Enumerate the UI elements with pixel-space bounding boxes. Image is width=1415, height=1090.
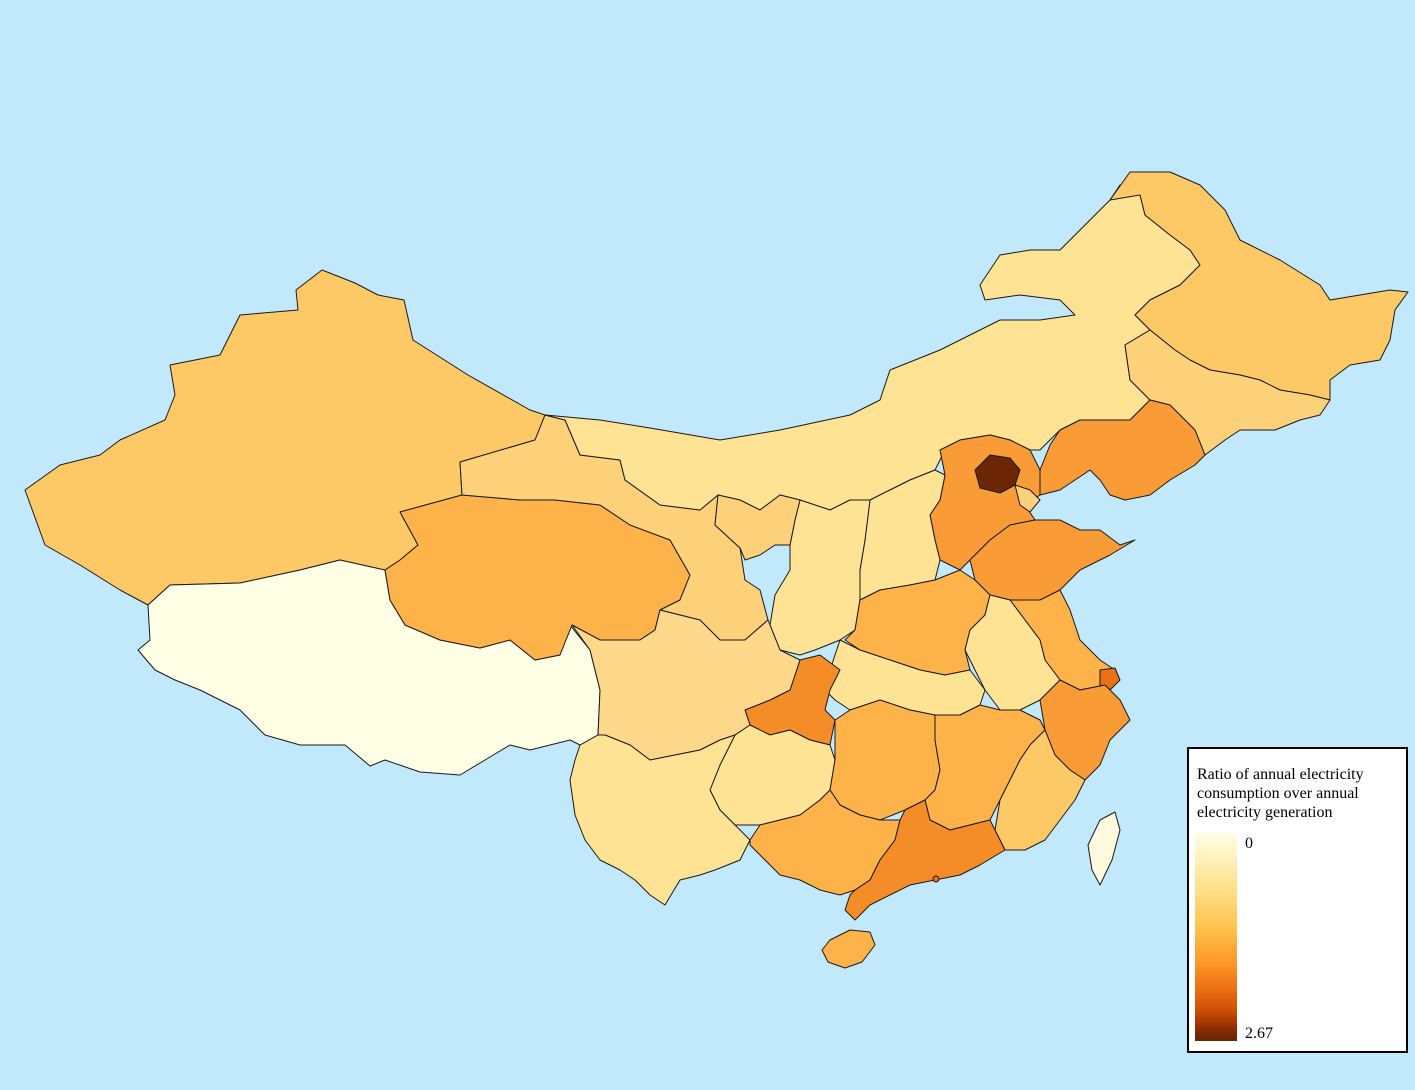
region-shaanxi — [769, 499, 871, 656]
region-hong-kong — [932, 875, 940, 883]
region-tianjin — [1014, 484, 1041, 513]
region-beijing — [974, 454, 1021, 494]
region-ningxia — [714, 494, 801, 561]
region-guangdong — [844, 799, 1006, 921]
legend-min-label: 0 — [1245, 835, 1253, 852]
region-hainan — [821, 929, 876, 969]
region-taiwan — [1087, 811, 1121, 886]
legend-color-ramp — [1195, 833, 1237, 1041]
region-fujian — [994, 729, 1086, 851]
legend-max-label: 2.67 — [1245, 1025, 1273, 1042]
legend-title: Ratio of annual electricity consumption … — [1197, 766, 1364, 821]
region-yunnan — [569, 734, 751, 906]
map-legend: Ratio of annual electricity consumption … — [1187, 747, 1408, 1053]
region-liaoning — [1039, 399, 1206, 501]
